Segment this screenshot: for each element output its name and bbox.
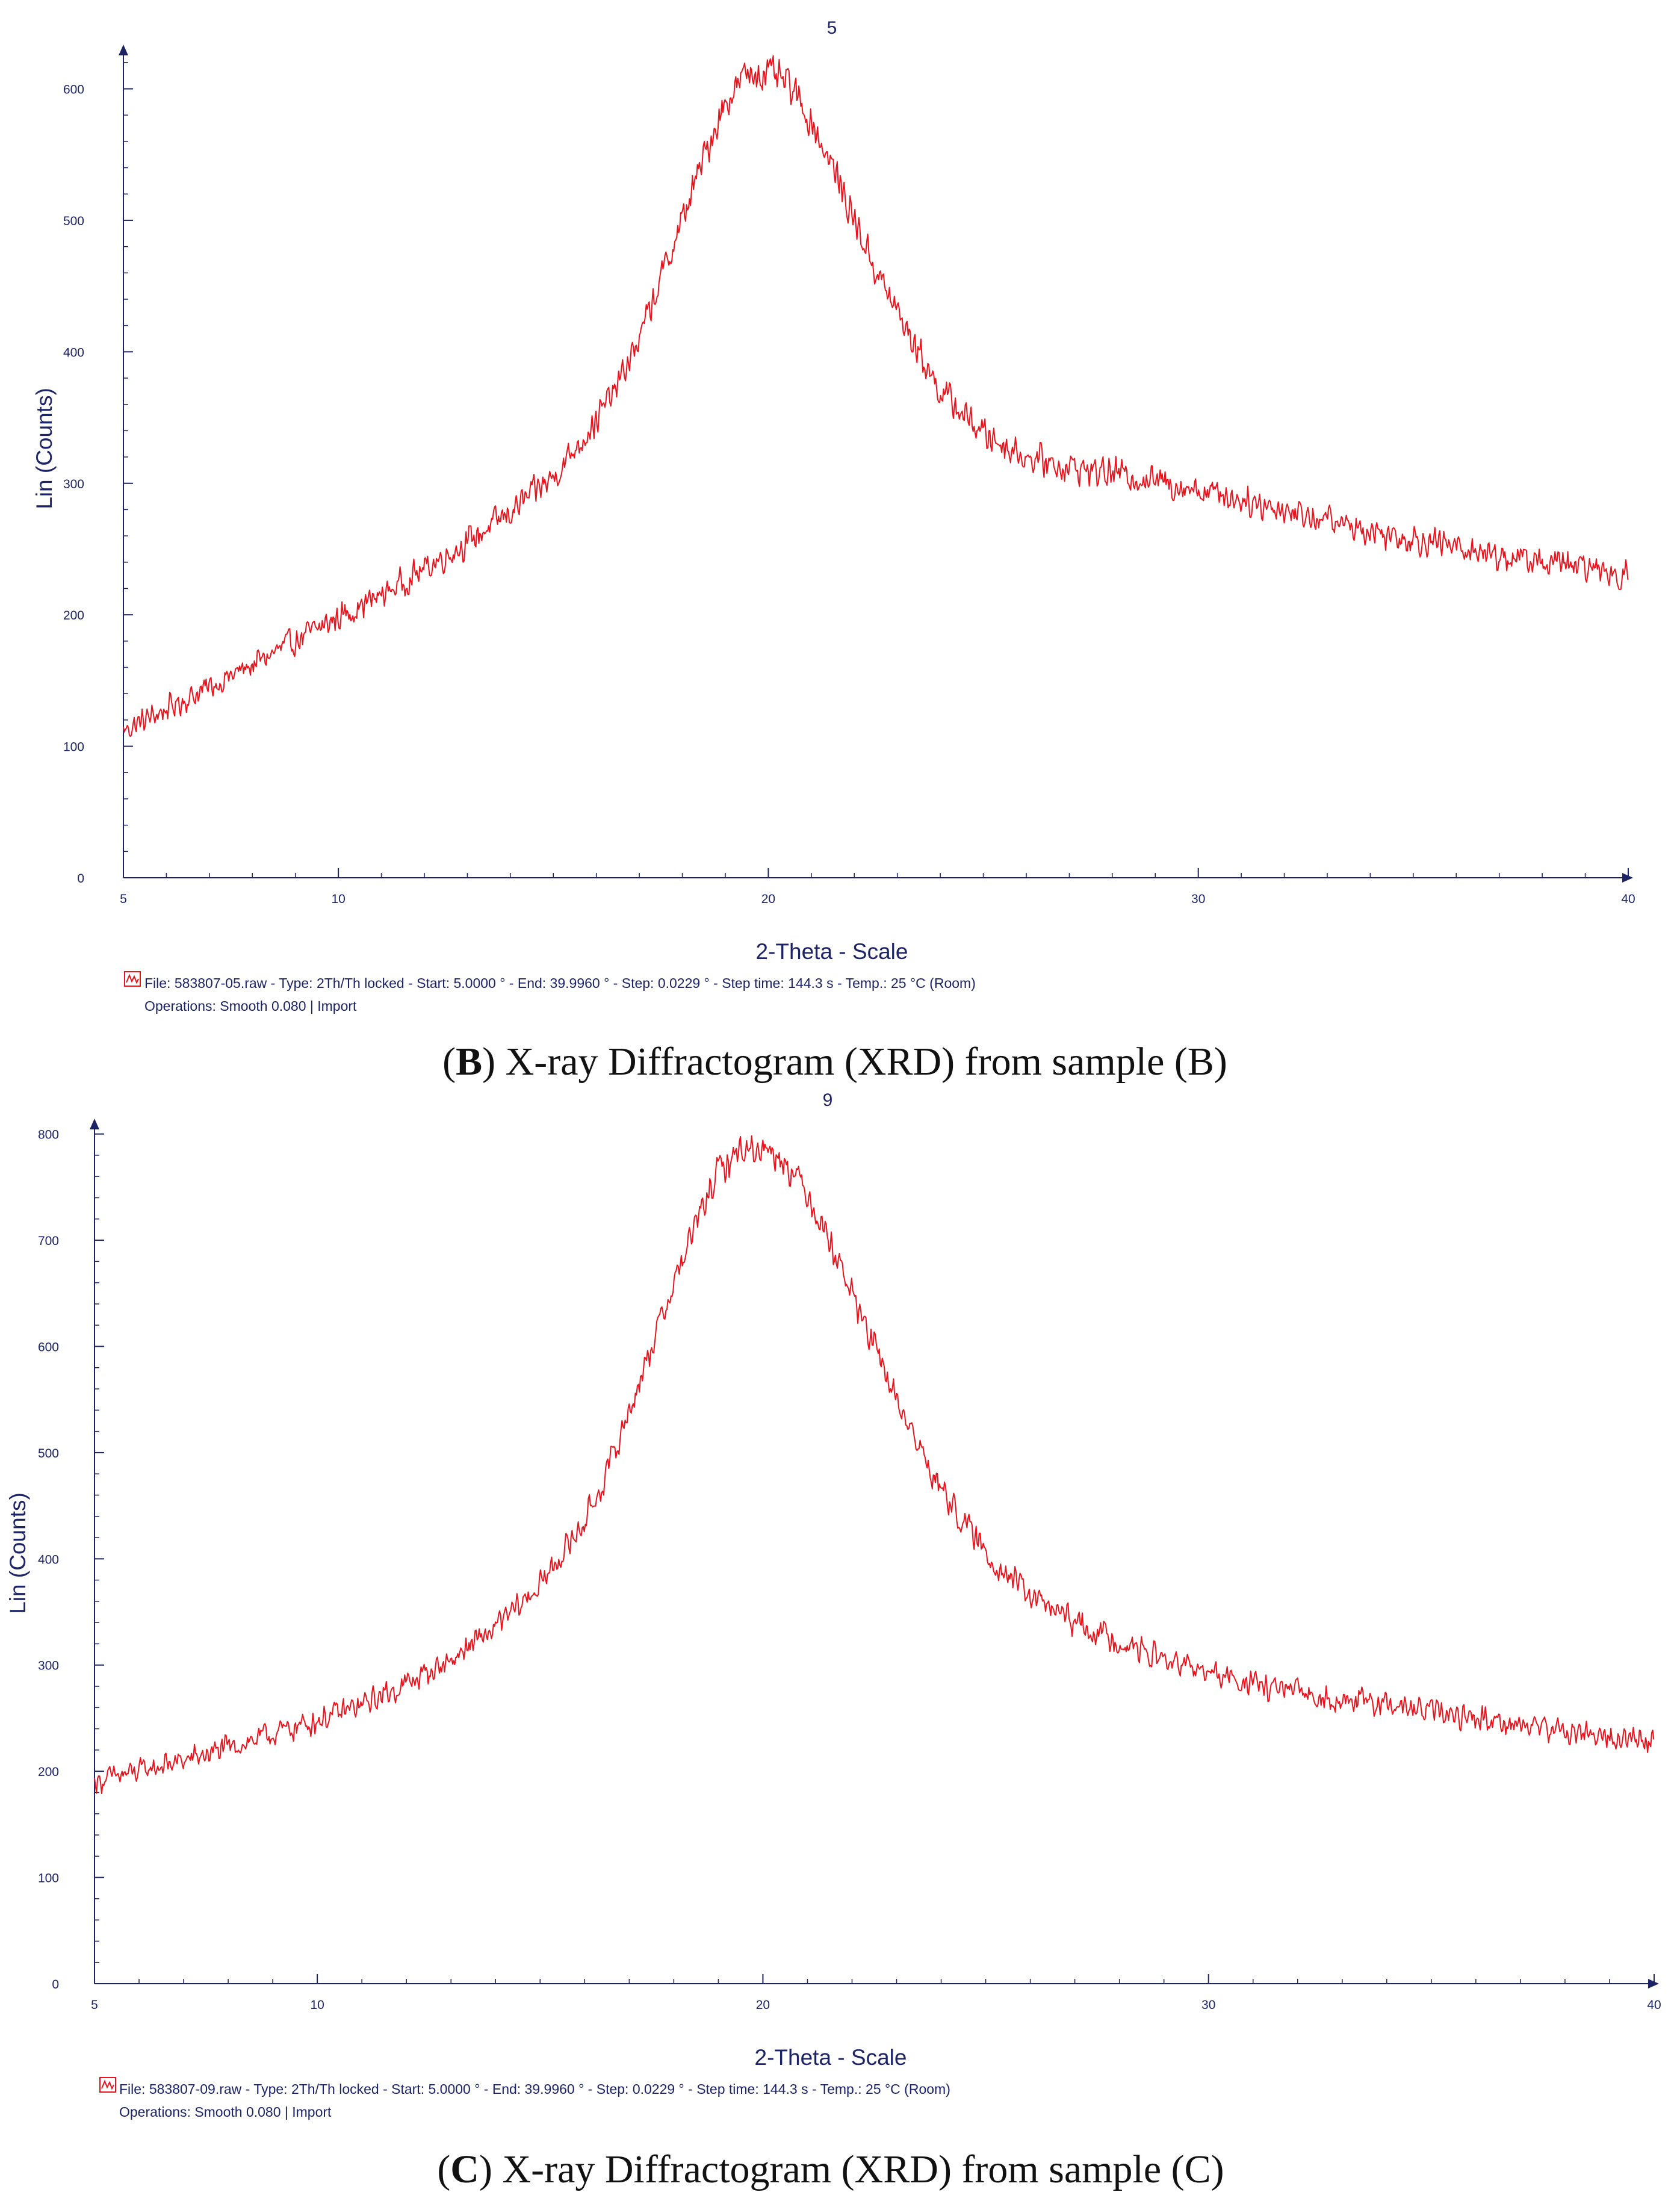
y-tick-label: 600	[63, 83, 84, 97]
legend-trace-icon	[124, 971, 141, 987]
y-axis-title: Lin (Counts)	[32, 388, 57, 509]
y-axis-title: Lin (Counts)	[5, 1492, 30, 1614]
info-operations-line: Operations: Smooth 0.080 | Import	[119, 2104, 332, 2120]
chart-title: 5	[827, 18, 837, 38]
caption-letter: C	[450, 2147, 479, 2191]
y-tick-label: 700	[38, 1234, 59, 1248]
y-tick-label: 300	[38, 1659, 59, 1673]
caption-open-paren: (	[437, 2147, 450, 2191]
series-line	[123, 55, 1629, 737]
x-tick-label: 10	[310, 1998, 324, 2012]
y-axis-arrow-icon	[90, 1119, 99, 1129]
x-tick-label: 40	[1647, 1998, 1661, 2012]
x-tick-label: 20	[761, 892, 775, 906]
y-tick-label: 500	[63, 214, 84, 228]
y-tick-label: 0	[77, 872, 84, 886]
y-tick-label: 300	[63, 477, 84, 491]
y-tick-label: 800	[38, 1128, 59, 1142]
x-axis-title: 2-Theta - Scale	[755, 2045, 907, 2070]
y-tick-label: 500	[38, 1447, 59, 1461]
x-tick-label: 10	[331, 892, 345, 906]
x-tick-label: 30	[1201, 1998, 1215, 2012]
y-tick-label: 200	[38, 1765, 59, 1779]
chart-title: 9	[823, 1090, 833, 1110]
caption-text-rest: ) X-ray Diffractogram (XRD) from sample …	[482, 1040, 1227, 1084]
caption-letter: B	[456, 1040, 482, 1084]
x-tick-label: 5	[91, 1998, 98, 2012]
y-tick-label: 100	[38, 1872, 59, 1886]
y-tick-label: 100	[63, 740, 84, 754]
info-file-line: File: 583807-05.raw - Type: 2Th/Th locke…	[144, 975, 976, 991]
y-tick-label: 400	[38, 1553, 59, 1566]
caption-text-rest: ) X-ray Diffractogram (XRD) from sample …	[479, 2147, 1224, 2191]
x-axis-title: 2-Theta - Scale	[756, 939, 908, 964]
series-line	[94, 1135, 1655, 1795]
y-axis-arrow-icon	[119, 45, 128, 55]
caption-open-paren: (	[442, 1040, 456, 1084]
info-file-line: File: 583807-09.raw - Type: 2Th/Th locke…	[119, 2081, 950, 2097]
y-tick-label: 600	[38, 1340, 59, 1354]
y-tick-label: 200	[63, 609, 84, 622]
x-tick-label: 20	[756, 1998, 770, 2012]
figure-caption: (C) X-ray Diffractogram (XRD) from sampl…	[437, 2147, 1224, 2191]
legend-trace-icon	[99, 2077, 116, 2093]
figure-caption: (B) X-ray Diffractogram (XRD) from sampl…	[442, 1040, 1227, 1084]
y-tick-label: 0	[52, 1978, 59, 1992]
info-operations-line: Operations: Smooth 0.080 | Import	[144, 998, 357, 1014]
y-tick-label: 400	[63, 346, 84, 359]
x-tick-label: 30	[1191, 892, 1205, 906]
x-tick-label: 40	[1621, 892, 1635, 906]
x-tick-label: 5	[120, 892, 127, 906]
